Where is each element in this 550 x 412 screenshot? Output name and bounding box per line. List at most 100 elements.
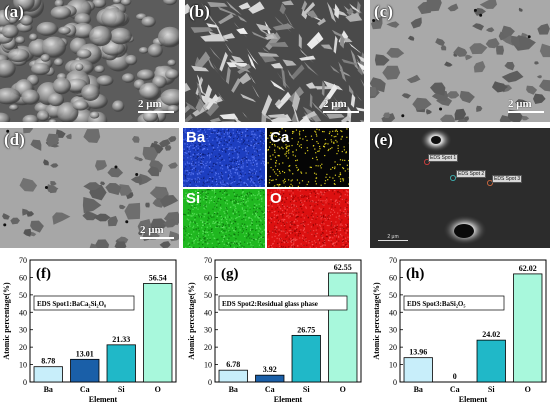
bar-value-label: 6.78 bbox=[226, 360, 240, 369]
y-tick-label: 50 bbox=[19, 291, 27, 300]
bar-o bbox=[329, 273, 357, 382]
x-tick-label: Ba bbox=[44, 385, 53, 394]
scale-text-d: 2 μm bbox=[140, 224, 164, 236]
x-tick-label: O bbox=[340, 385, 346, 394]
eds-map-si: Si bbox=[183, 189, 265, 248]
panel-label-b: (b) bbox=[189, 2, 210, 22]
bar-ba bbox=[219, 370, 247, 382]
x-tick-label: Ca bbox=[80, 385, 90, 394]
bar-ba bbox=[404, 358, 432, 382]
sem-panel-b: (b) 2 μm bbox=[185, 0, 364, 122]
map-label-ba: Ba bbox=[186, 129, 205, 146]
map-label-ca: Ca bbox=[270, 129, 289, 146]
panel-label-a: (a) bbox=[4, 2, 24, 22]
eds-spot-2-label: EDS Spot 2 bbox=[456, 170, 486, 178]
x-tick-label: Ba bbox=[414, 385, 423, 394]
panel-label-e: (e) bbox=[374, 130, 393, 150]
legend-text: EDS Spot3:BaSi₂O₅ bbox=[407, 300, 465, 308]
y-tick-label: 70 bbox=[204, 256, 212, 265]
sem-panel-e: (e) EDS Spot 1 EDS Spot 2 EDS Spot 3 2 μ… bbox=[370, 128, 550, 248]
y-tick-label: 60 bbox=[389, 273, 397, 282]
x-tick-label: Si bbox=[303, 385, 310, 394]
y-tick-label: 30 bbox=[204, 326, 212, 335]
scale-bar-a: 2 μm bbox=[138, 98, 174, 113]
y-tick-label: 70 bbox=[389, 256, 397, 265]
bar-ca bbox=[71, 359, 99, 382]
y-tick-label: 10 bbox=[19, 361, 27, 370]
y-axis-label: Atomic percentage(%) bbox=[2, 282, 11, 360]
y-tick-label: 10 bbox=[204, 361, 212, 370]
eds-spot-3-label: EDS Spot 3 bbox=[492, 175, 522, 183]
x-tick-label: Ca bbox=[265, 385, 275, 394]
y-tick-label: 0 bbox=[208, 378, 212, 387]
scale-text-c: 2 μm bbox=[508, 98, 532, 110]
y-tick-label: 30 bbox=[389, 326, 397, 335]
eds-map-o: O bbox=[267, 189, 349, 248]
bar-value-label: 62.02 bbox=[519, 264, 537, 273]
bar-value-label: 13.96 bbox=[409, 348, 427, 357]
chart-0: 0 10 20 30 40 50 60 70 Atomic percentage(%) 8.78 B… bbox=[2, 256, 176, 404]
bar-value-label: 21.33 bbox=[112, 335, 130, 344]
bar-value-label: 3.92 bbox=[263, 365, 277, 374]
chart-panel-label: (g) bbox=[221, 266, 239, 282]
y-tick-label: 50 bbox=[389, 291, 397, 300]
y-tick-label: 0 bbox=[393, 378, 397, 387]
x-tick-label: Si bbox=[118, 385, 125, 394]
sem-texture-e bbox=[370, 128, 550, 248]
y-tick-label: 30 bbox=[19, 326, 27, 335]
y-tick-label: 20 bbox=[204, 343, 212, 352]
scale-bar-c: 2 μm bbox=[508, 98, 544, 113]
map-label-si: Si bbox=[186, 190, 200, 207]
sem-panel-c: (c) 2 μm bbox=[370, 0, 550, 122]
y-tick-label: 60 bbox=[204, 273, 212, 282]
bar-value-label: 24.02 bbox=[482, 330, 500, 339]
eds-map-ca: Ca bbox=[267, 128, 349, 187]
bar-si bbox=[477, 340, 505, 382]
bar-value-label: 26.75 bbox=[297, 325, 315, 334]
bar-si bbox=[292, 335, 320, 382]
panel-label-c: (c) bbox=[374, 2, 393, 22]
x-axis-label: Element bbox=[89, 395, 118, 404]
sem-panel-a: (a) 2 μm bbox=[0, 0, 179, 122]
y-tick-label: 70 bbox=[19, 256, 27, 265]
y-tick-label: 40 bbox=[19, 308, 27, 317]
scale-bar-e: 2 μm bbox=[378, 234, 408, 241]
bar-value-label: 8.78 bbox=[41, 357, 55, 366]
map-label-o: O bbox=[270, 190, 282, 207]
legend-text: EDS Spot2:Residual glass phase bbox=[222, 300, 318, 308]
chart-panel-label: (h) bbox=[406, 266, 424, 282]
bar-ba bbox=[34, 367, 62, 382]
y-tick-label: 60 bbox=[19, 273, 27, 282]
y-axis-label: Atomic percentage(%) bbox=[372, 282, 381, 360]
bar-value-label: 13.01 bbox=[76, 349, 94, 358]
eds-spot-1-label: EDS Spot 1 bbox=[428, 154, 458, 162]
legend-text: EDS Spot1:BaCa₂Si₂O₈ bbox=[37, 300, 106, 308]
bar-value-label: 56.54 bbox=[149, 273, 167, 282]
y-tick-label: 40 bbox=[389, 308, 397, 317]
x-axis-label: Element bbox=[459, 395, 488, 404]
chart-panel-label: (f) bbox=[36, 266, 51, 282]
x-tick-label: O bbox=[155, 385, 161, 394]
scale-text-b: 2 μm bbox=[323, 98, 347, 110]
x-tick-label: Si bbox=[488, 385, 495, 394]
scale-text-a: 2 μm bbox=[138, 98, 162, 110]
x-tick-label: O bbox=[525, 385, 531, 394]
eds-bar-charts: 0 10 20 30 40 50 60 70 Atomic percentage(%) 8.78 B… bbox=[0, 252, 550, 412]
x-tick-label: Ca bbox=[450, 385, 460, 394]
y-tick-label: 10 bbox=[389, 361, 397, 370]
x-tick-label: Ba bbox=[229, 385, 238, 394]
y-tick-label: 50 bbox=[204, 291, 212, 300]
bar-o bbox=[144, 283, 172, 382]
bar-value-label: 62.55 bbox=[334, 263, 352, 272]
panel-label-d: (d) bbox=[4, 130, 25, 150]
scale-bar-d: 2 μm bbox=[140, 224, 174, 239]
scale-bar-b: 2 μm bbox=[323, 98, 359, 113]
y-tick-label: 0 bbox=[23, 378, 27, 387]
bar-ca bbox=[256, 375, 284, 382]
y-tick-label: 20 bbox=[19, 343, 27, 352]
y-tick-label: 40 bbox=[204, 308, 212, 317]
sem-panel-d: (d) 2 μm bbox=[0, 128, 179, 248]
bar-si bbox=[107, 345, 135, 382]
